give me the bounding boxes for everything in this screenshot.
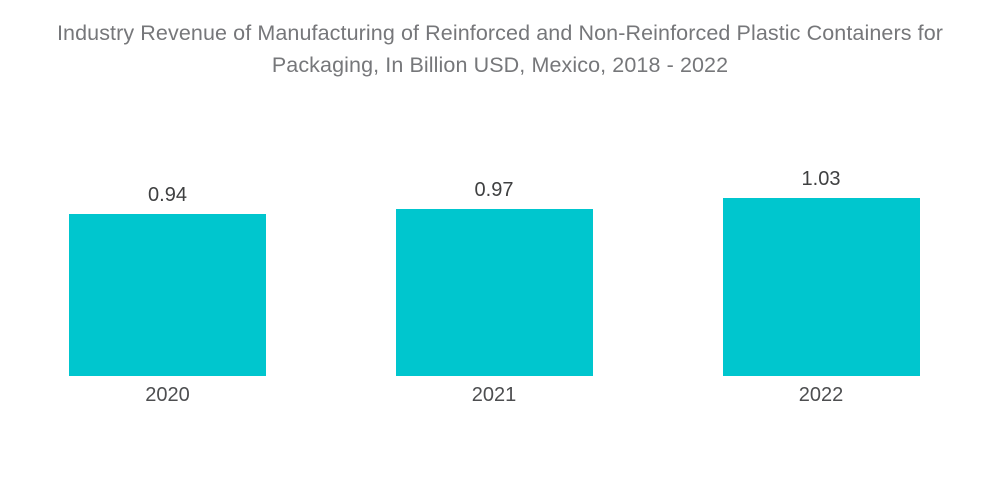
bar-value-label: 0.94 [148,184,187,206]
bar-group-2020: 0.94 2020 [69,0,266,504]
x-axis-label: 2022 [798,384,844,406]
chart-title: Industry Revenue of Manufacturing of Rei… [0,17,1000,81]
x-axis-label: 2021 [471,384,517,406]
bar [69,214,266,376]
bar-group-2022: 1.03 2022 [722,0,920,504]
bar-group-2021: 0.97 2021 [395,0,593,504]
chart-title-text: Industry Revenue of Manufacturing of Rei… [56,21,944,77]
bar-value-label: 0.97 [474,179,514,201]
bar [722,198,920,376]
bar [395,209,593,376]
bar-value-label: 1.03 [801,168,841,190]
x-axis-label: 2020 [145,384,190,406]
